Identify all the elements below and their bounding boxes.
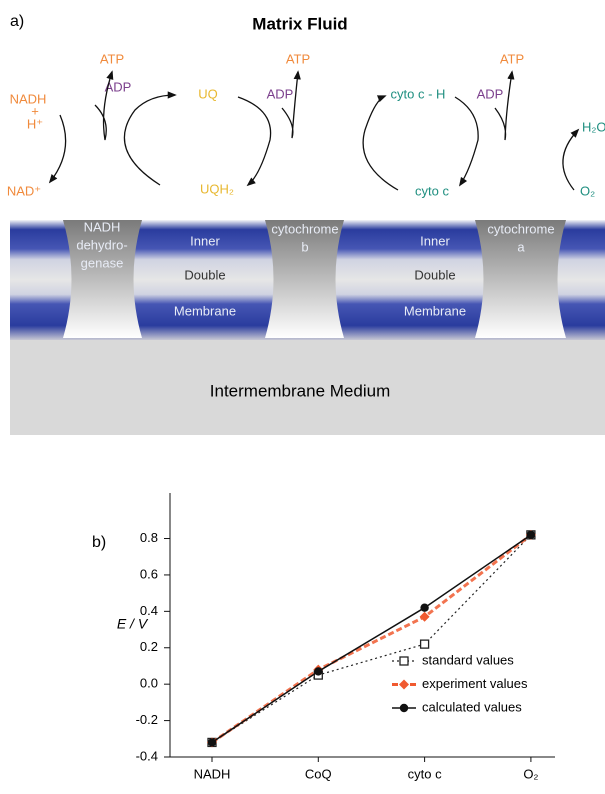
arrow — [50, 115, 66, 182]
arrow — [563, 130, 578, 190]
marker — [314, 667, 322, 675]
figure: a) Matrix Fluid Intermembrane Medium NAD… — [0, 0, 605, 789]
complex-label: dehydro- — [76, 237, 127, 252]
complex-label: b — [301, 239, 308, 254]
legend-label: calculated values — [422, 699, 522, 714]
species: NADH — [10, 91, 47, 106]
arrow — [95, 72, 112, 140]
y-tick-label: 0.0 — [140, 676, 158, 691]
species: ATP — [100, 51, 124, 66]
arrow — [124, 95, 175, 185]
y-axis-title: E / V — [117, 616, 149, 632]
arrow — [495, 72, 512, 140]
species: UQ — [198, 86, 218, 101]
region-title: Intermembrane Medium — [210, 381, 390, 400]
membrane-label: Membrane — [404, 303, 466, 318]
species: cyto c - H — [391, 86, 446, 101]
membrane-label: Double — [414, 267, 455, 282]
y-tick-label: -0.2 — [136, 712, 158, 727]
legend-marker — [400, 657, 408, 665]
marker — [527, 531, 535, 539]
y-tick-label: 0.2 — [140, 639, 158, 654]
arrow — [363, 96, 398, 190]
y-tick-label: 0.6 — [140, 566, 158, 581]
x-tick-label: O₂ — [523, 766, 538, 781]
membrane-label: Inner — [190, 233, 220, 248]
species: O₂ — [580, 183, 595, 198]
legend-marker — [400, 704, 408, 712]
protein-complex — [265, 220, 344, 338]
membrane-label: Double — [184, 267, 225, 282]
complex-label: cytochrome — [487, 221, 554, 236]
arrow — [455, 97, 478, 185]
arrow — [238, 97, 271, 185]
panel-label: b) — [92, 534, 106, 551]
membrane-label: Membrane — [174, 303, 236, 318]
species: UQH₂ — [200, 181, 234, 196]
complex-label: cytochrome — [271, 221, 338, 236]
species: ATP — [500, 51, 524, 66]
marker — [420, 604, 428, 612]
species: ADP — [477, 86, 504, 101]
panel-label: a) — [10, 13, 24, 30]
x-tick-label: cyto c — [408, 766, 442, 781]
species: ADP — [267, 86, 294, 101]
complex-label: a — [517, 239, 525, 254]
complex-label: NADH — [84, 219, 121, 234]
protein-complex — [475, 220, 566, 338]
legend-label: standard values — [422, 652, 514, 667]
species: NAD⁺ — [7, 183, 41, 198]
species: H₂O — [582, 119, 605, 134]
species: ATP — [286, 51, 310, 66]
complex-label: genase — [81, 255, 124, 270]
species: cyto c — [415, 183, 449, 198]
arrow — [282, 72, 298, 138]
marker — [421, 640, 429, 648]
y-tick-label: -0.4 — [136, 748, 158, 763]
y-tick-label: 0.8 — [140, 530, 158, 545]
region-title: Matrix Fluid — [252, 14, 347, 33]
marker — [208, 738, 216, 746]
species: H⁺ — [27, 116, 43, 131]
legend-marker — [399, 680, 409, 690]
x-tick-label: NADH — [194, 766, 231, 781]
y-tick-label: 0.4 — [140, 603, 158, 618]
membrane-label: Inner — [420, 233, 450, 248]
legend-label: experiment values — [422, 676, 528, 691]
x-tick-label: CoQ — [305, 766, 332, 781]
